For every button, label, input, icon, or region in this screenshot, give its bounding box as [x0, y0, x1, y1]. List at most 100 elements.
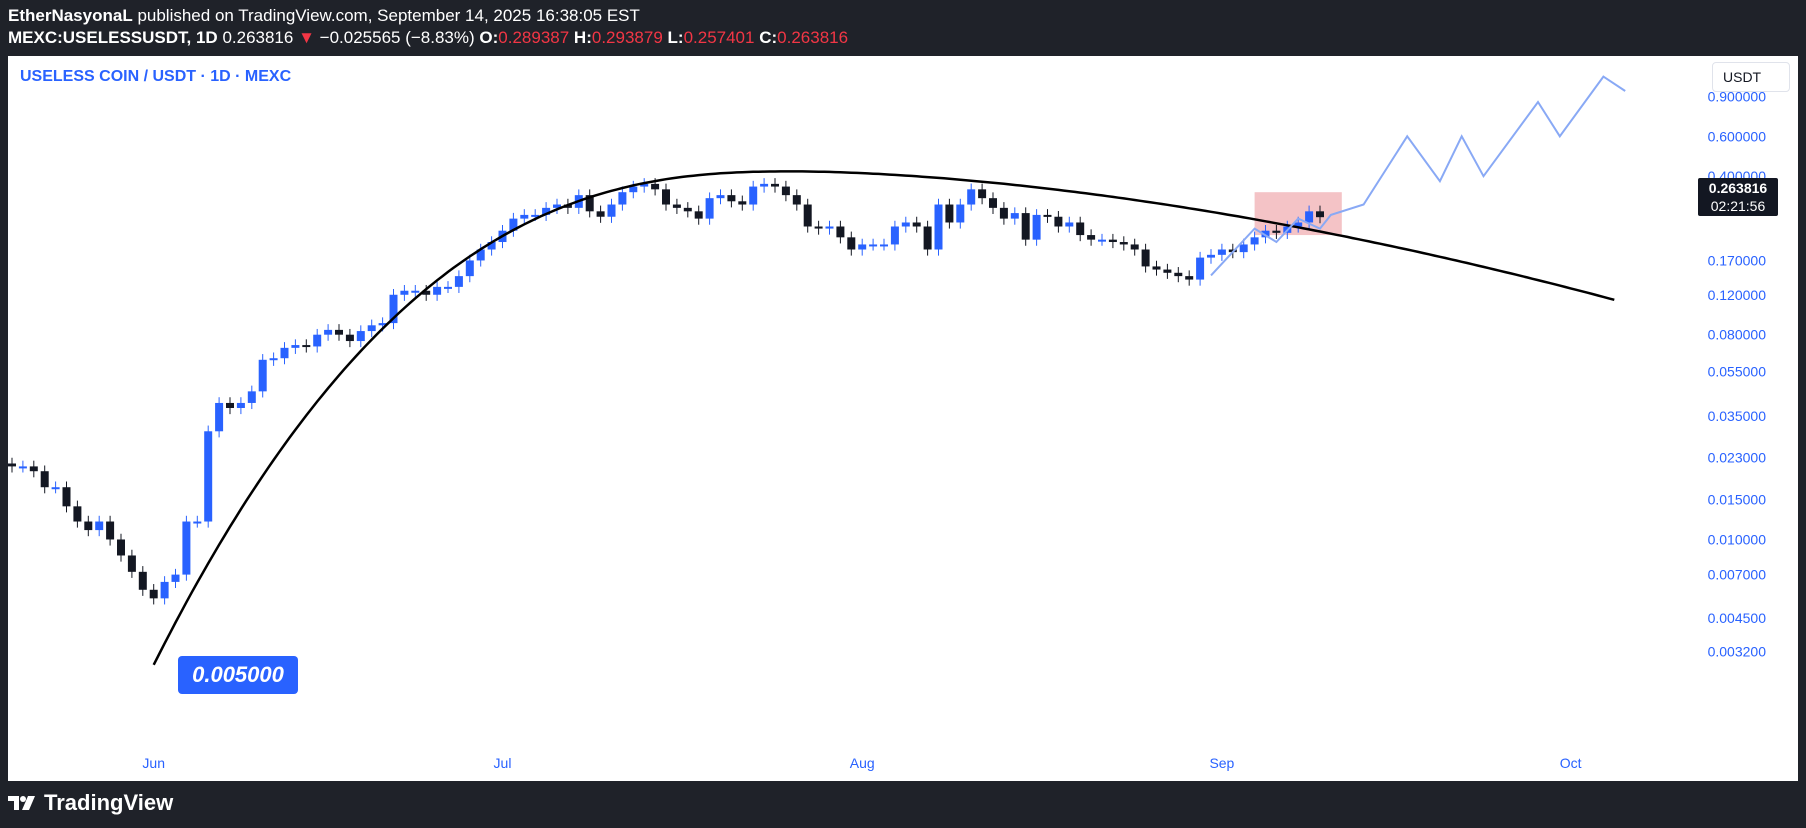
candle-body [923, 226, 932, 250]
x-tick-label: Jun [142, 755, 165, 771]
last-price: 0.263816 [222, 28, 294, 47]
candle-body [444, 286, 452, 289]
y-tick-label: 0.170000 [1708, 252, 1767, 268]
candle [629, 180, 638, 199]
candle-body [672, 204, 681, 208]
low-label: L: [667, 28, 684, 47]
candle [1054, 211, 1063, 233]
candle [509, 212, 518, 237]
candle-body [999, 207, 1008, 219]
candle [1021, 207, 1030, 246]
candle-body [378, 323, 387, 326]
candle [1098, 233, 1106, 246]
candle [825, 220, 834, 235]
down-arrow-icon: ▼ [298, 28, 315, 47]
candle [683, 202, 692, 218]
candle-body [422, 290, 431, 295]
candle-body [683, 207, 692, 212]
candle-body [1065, 222, 1074, 227]
author-name[interactable]: EtherNasyonaL [8, 6, 133, 25]
chart-area[interactable]: 0.900000 0.600000 0.400000 0.170000 0.120000… [8, 56, 1798, 781]
candle-body [585, 195, 594, 212]
candle-body [1098, 239, 1106, 242]
candle [760, 178, 769, 193]
y-tick-label: 0.900000 [1708, 88, 1767, 104]
candle-body [1174, 272, 1183, 277]
candle [1087, 229, 1096, 246]
candle-body [705, 198, 714, 219]
candle-body [324, 329, 333, 335]
candle-body [651, 183, 660, 190]
candle-body [1261, 230, 1270, 238]
candle [694, 205, 703, 225]
footer-bar [0, 781, 1806, 828]
candle-body [367, 325, 376, 332]
tradingview-wordmark: TradingView [44, 790, 174, 815]
candle [847, 231, 856, 256]
candle [1163, 263, 1172, 279]
candle-body [335, 329, 343, 335]
candle-body [204, 431, 213, 522]
price-annotation[interactable]: 0.005000 [178, 656, 298, 694]
candle-body [989, 198, 997, 208]
candle-body [727, 195, 736, 202]
y-tick-label: 0.023000 [1708, 449, 1767, 465]
candle-body [389, 294, 398, 324]
candle-body [858, 244, 867, 250]
candle [51, 481, 60, 494]
candle-body [1294, 222, 1303, 227]
candle [1141, 243, 1150, 273]
candle-body [313, 334, 322, 347]
candle [520, 209, 529, 225]
candle-body [542, 207, 551, 215]
candle-body [258, 359, 267, 392]
candle-body [814, 226, 823, 229]
candle [149, 584, 158, 605]
candle [542, 202, 551, 221]
candle-body [1108, 239, 1117, 243]
candle [62, 481, 71, 513]
candle-body [553, 204, 561, 208]
y-tick-label: 0.080000 [1708, 327, 1767, 343]
candle-body [1163, 269, 1172, 273]
candle [204, 425, 213, 528]
candle-body [1010, 213, 1019, 219]
y-tick-label: 0.015000 [1708, 492, 1767, 508]
candle [553, 198, 561, 214]
candle [934, 198, 943, 256]
candle [781, 180, 790, 202]
candle-body [1305, 211, 1314, 223]
candle [901, 216, 910, 233]
currency-unit-button[interactable]: USDT [1712, 62, 1790, 92]
candle [1217, 243, 1226, 261]
candle-body [716, 195, 725, 199]
candle-body [226, 402, 234, 409]
tradingview-logo[interactable]: TradingView [8, 790, 173, 816]
candle-body [1196, 257, 1205, 280]
candle [29, 460, 38, 478]
candle-body [127, 555, 136, 572]
candle [1185, 270, 1194, 286]
candle [193, 515, 202, 528]
candle [313, 328, 322, 353]
candle [989, 192, 997, 214]
bar-countdown: 02:21:56 [1710, 198, 1766, 214]
candle-body [269, 358, 278, 361]
candle [912, 216, 921, 233]
candle-body [1316, 211, 1324, 218]
y-tick-label: 0.120000 [1708, 287, 1767, 303]
candle-body [182, 521, 191, 575]
candle-body [84, 521, 93, 531]
candle-body [1272, 230, 1281, 233]
candle-body [51, 487, 60, 490]
candle [182, 515, 191, 581]
candle [662, 183, 670, 211]
candle [84, 515, 93, 537]
price-change: −0.025565 (−8.83%) [319, 28, 475, 47]
candle [1076, 216, 1085, 242]
candle [400, 285, 409, 301]
candle-body [345, 334, 354, 342]
chart-title: USELESS COIN / USDT · 1D · MEXC [20, 68, 292, 85]
y-tick-label: 0.003200 [1708, 644, 1767, 660]
x-tick-label: Jul [494, 755, 512, 771]
